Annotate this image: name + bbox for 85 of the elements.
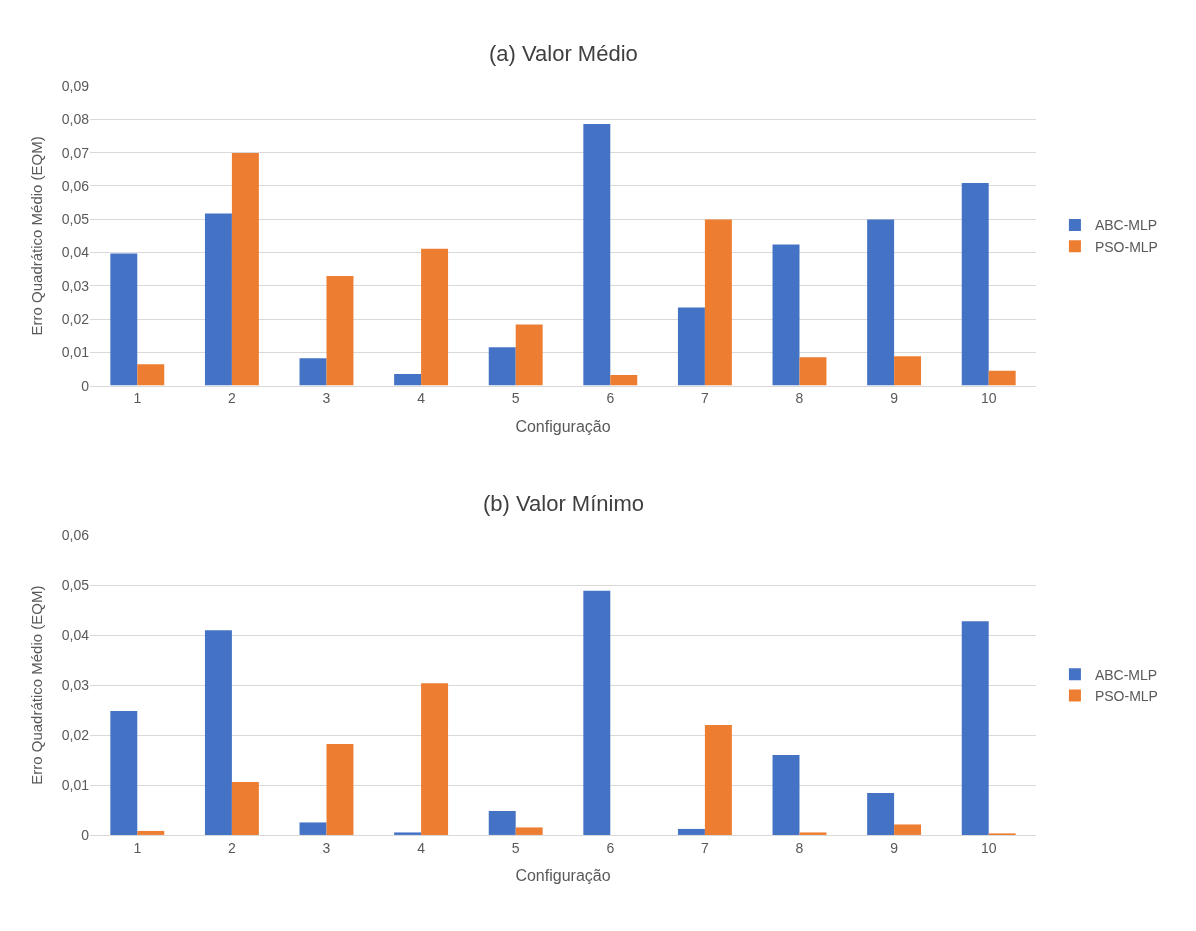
bar [421, 248, 449, 386]
y-tick-label: 0,02 [61, 310, 90, 327]
x-tick-label: 8 [795, 839, 804, 856]
x-tick-label: 3 [322, 839, 331, 856]
y-tick-label: 0,03 [61, 277, 90, 294]
bar [394, 832, 422, 835]
bar [421, 683, 449, 835]
bar [110, 253, 138, 386]
x-tick-label: 4 [417, 390, 426, 407]
y-axis-title: Erro Quadrático Médio (EQM) [28, 136, 45, 336]
bar [961, 621, 989, 835]
bar [515, 827, 543, 835]
y-tick-label: 0 [81, 377, 90, 394]
bar [515, 324, 543, 386]
bar [110, 711, 138, 835]
x-tick-label: 1 [133, 839, 142, 856]
bar [299, 358, 327, 386]
y-tick-label: 0,01 [61, 776, 90, 793]
y-tick-label: 0,03 [61, 677, 90, 694]
bar [677, 828, 705, 835]
x-axis-title: Configuração [515, 867, 611, 885]
y-tick-label: 0,04 [61, 244, 90, 261]
bar [799, 357, 827, 386]
legend-label: PSO-MLP [1094, 687, 1158, 704]
legend-label: ABC-MLP [1094, 217, 1158, 234]
x-tick-label: 7 [701, 390, 709, 407]
bar [137, 364, 165, 386]
bar [231, 152, 259, 386]
x-tick-label: 2 [228, 390, 236, 407]
bar [137, 830, 165, 835]
chart-title: (b) Valor Mínimo [483, 491, 644, 516]
x-axis-title: Configuração [515, 418, 611, 436]
y-tick-label: 0 [81, 826, 90, 843]
x-tick-label: 9 [890, 839, 899, 856]
bar [204, 630, 232, 835]
y-tick-label: 0,01 [61, 344, 90, 361]
bar [677, 307, 705, 386]
bar [394, 373, 422, 386]
bar [204, 213, 232, 386]
bar [894, 356, 922, 386]
legend-label: ABC-MLP [1094, 666, 1158, 683]
x-tick-label: 5 [511, 390, 520, 407]
x-tick-label: 6 [606, 390, 615, 407]
x-tick-label: 8 [795, 390, 804, 407]
x-tick-label: 10 [980, 839, 997, 856]
bar [772, 755, 800, 835]
bar [961, 182, 989, 386]
legend-label: PSO-MLP [1094, 238, 1158, 255]
y-axis-title: Erro Quadrático Médio (EQM) [28, 585, 45, 785]
bar [867, 792, 895, 835]
bar [299, 822, 327, 835]
bar [326, 276, 354, 386]
x-tick-label: 6 [606, 839, 615, 856]
y-tick-label: 0,08 [61, 111, 90, 128]
y-tick-label: 0,02 [61, 726, 90, 743]
bar [988, 370, 1016, 386]
x-tick-label: 3 [322, 390, 331, 407]
y-tick-label: 0,04 [61, 627, 90, 644]
bar [704, 725, 732, 835]
bar [704, 219, 732, 386]
bar [488, 347, 516, 386]
y-tick-label: 0,05 [61, 211, 90, 228]
x-tick-label: 5 [511, 839, 520, 856]
bar [799, 832, 827, 835]
bar [231, 782, 259, 835]
bar [583, 590, 611, 835]
bar [867, 219, 895, 386]
bar [772, 244, 800, 386]
y-tick-label: 0,09 [61, 77, 90, 94]
bar [326, 744, 354, 835]
y-tick-label: 0,06 [61, 527, 90, 544]
chart-title: (a) Valor Médio [489, 41, 638, 66]
x-tick-label: 9 [890, 390, 899, 407]
y-tick-label: 0,06 [61, 177, 90, 194]
x-tick-label: 1 [133, 390, 142, 407]
x-tick-label: 10 [980, 390, 997, 407]
x-tick-label: 7 [701, 839, 709, 856]
y-tick-label: 0,05 [61, 577, 90, 594]
bar [583, 124, 611, 386]
x-tick-label: 2 [228, 839, 236, 856]
bar [488, 810, 516, 835]
bar [610, 374, 638, 386]
bar [894, 824, 922, 835]
y-tick-label: 0,07 [61, 144, 90, 161]
x-tick-label: 4 [417, 839, 426, 856]
